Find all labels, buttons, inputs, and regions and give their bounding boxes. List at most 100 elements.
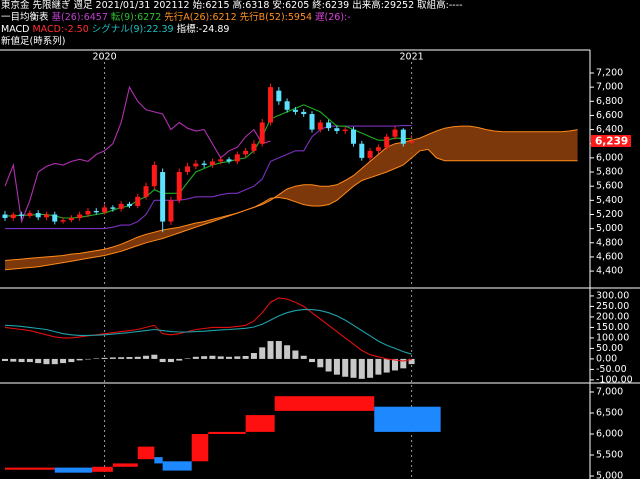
- header-text: MACD: [1, 24, 30, 35]
- y-tick-label: -50.00: [596, 364, 627, 375]
- histogram-bar: [1, 358, 8, 362]
- candle-body: [259, 122, 265, 144]
- macd-line: [4, 297, 412, 362]
- candle-body: [375, 147, 381, 151]
- brick: [245, 415, 275, 432]
- histogram-bar: [400, 358, 407, 369]
- candle-body: [326, 122, 332, 129]
- candle-body: [209, 161, 215, 165]
- panel: 300.00250.00200.00150.00100.0050.000.00-…: [1, 290, 633, 385]
- y-tick-label: 7,200: [596, 67, 623, 78]
- histogram-bar: [209, 355, 216, 359]
- candle-body: [226, 159, 232, 162]
- y-tick-label: 5,400: [596, 195, 623, 206]
- last-price-label: 6,239: [595, 135, 628, 147]
- candle-body: [342, 129, 348, 132]
- candle-body: [351, 129, 357, 144]
- histogram-bar: [300, 355, 307, 359]
- candle-body: [77, 214, 83, 219]
- candle-body: [2, 214, 8, 219]
- brick: [137, 446, 155, 460]
- brick: [154, 457, 163, 464]
- candle-body: [185, 166, 191, 173]
- histogram-bar: [325, 358, 332, 372]
- candle-body: [243, 150, 249, 155]
- candle-body: [201, 163, 207, 165]
- brick: [274, 396, 375, 411]
- candle-body: [176, 172, 182, 201]
- histogram-bar: [391, 358, 398, 371]
- candle-body: [392, 129, 398, 137]
- histogram-bar: [184, 358, 191, 359]
- histogram-bar: [143, 355, 150, 359]
- candle-body: [160, 172, 166, 222]
- brick: [162, 461, 192, 471]
- candle-body: [218, 159, 224, 162]
- y-tick-label: 6,600: [596, 110, 623, 121]
- candle-body: [60, 220, 66, 222]
- y-tick-label: 5,800: [596, 167, 623, 178]
- histogram-bar: [68, 358, 75, 363]
- histogram-bar: [201, 356, 208, 359]
- histogram-bar: [76, 358, 83, 361]
- candle-body: [317, 122, 323, 130]
- histogram-bar: [383, 358, 390, 373]
- brick: [92, 466, 113, 472]
- candle-body: [19, 214, 25, 216]
- histogram-bar: [18, 358, 25, 363]
- cloud-edge: [4, 148, 578, 271]
- x-tick-label: 2020: [92, 52, 116, 63]
- histogram-bar: [226, 356, 233, 359]
- histogram-bar: [176, 358, 183, 361]
- histogram-bar: [159, 358, 166, 363]
- candle-body: [43, 214, 49, 218]
- histogram-bar: [234, 356, 241, 359]
- histogram-bar: [43, 358, 50, 365]
- histogram-bar: [10, 358, 17, 362]
- histogram-bar: [367, 358, 374, 378]
- x-tick-label: 2021: [399, 52, 423, 63]
- brick: [112, 463, 138, 467]
- candle-body: [284, 101, 290, 110]
- y-tick-label: -100.00: [596, 374, 633, 385]
- candle-body: [110, 207, 116, 209]
- histogram-bar: [242, 355, 249, 359]
- histogram-bar: [217, 356, 224, 359]
- header-line: 東京金 先限継ぎ 週足 2021/01/31 202112 始:6215 高:6…: [1, 0, 639, 12]
- y-tick-label: 50.00: [596, 343, 623, 354]
- candle-body: [27, 213, 33, 216]
- histogram-bar: [167, 358, 174, 363]
- histogram-bar: [342, 358, 349, 377]
- histogram-bar: [26, 358, 33, 363]
- histogram-bar: [250, 353, 257, 359]
- candle-body: [102, 207, 108, 213]
- candle-body: [409, 140, 415, 143]
- y-tick-label: 5,500: [596, 450, 623, 461]
- candle-body: [400, 129, 406, 144]
- y-tick-label: 5,000: [596, 223, 623, 234]
- header-text: シグナル(9):22.39: [91, 24, 174, 35]
- y-tick-label: 6,500: [596, 407, 623, 418]
- histogram-bar: [350, 358, 357, 378]
- y-tick-label: 6,000: [596, 429, 623, 440]
- brick: [208, 431, 246, 434]
- histogram-bar: [284, 345, 291, 359]
- candle-body: [292, 109, 298, 112]
- y-tick-label: 250.00: [596, 301, 629, 312]
- candle-body: [85, 210, 91, 215]
- candle-body: [334, 128, 340, 132]
- candle-body: [126, 203, 132, 206]
- brick: [4, 467, 55, 470]
- y-tick-label: 300.00: [596, 290, 629, 301]
- indicator-line: [5, 104, 412, 219]
- header-text: 転(9):6272: [110, 12, 162, 23]
- histogram-bar: [84, 358, 91, 360]
- candle-body: [135, 196, 141, 206]
- signal-line: [4, 309, 412, 355]
- histogram-bar: [292, 350, 299, 359]
- header-text: 新値足(時系列): [1, 36, 66, 47]
- histogram-bar: [118, 357, 125, 359]
- candle-body: [35, 213, 41, 218]
- candle-body: [309, 114, 315, 130]
